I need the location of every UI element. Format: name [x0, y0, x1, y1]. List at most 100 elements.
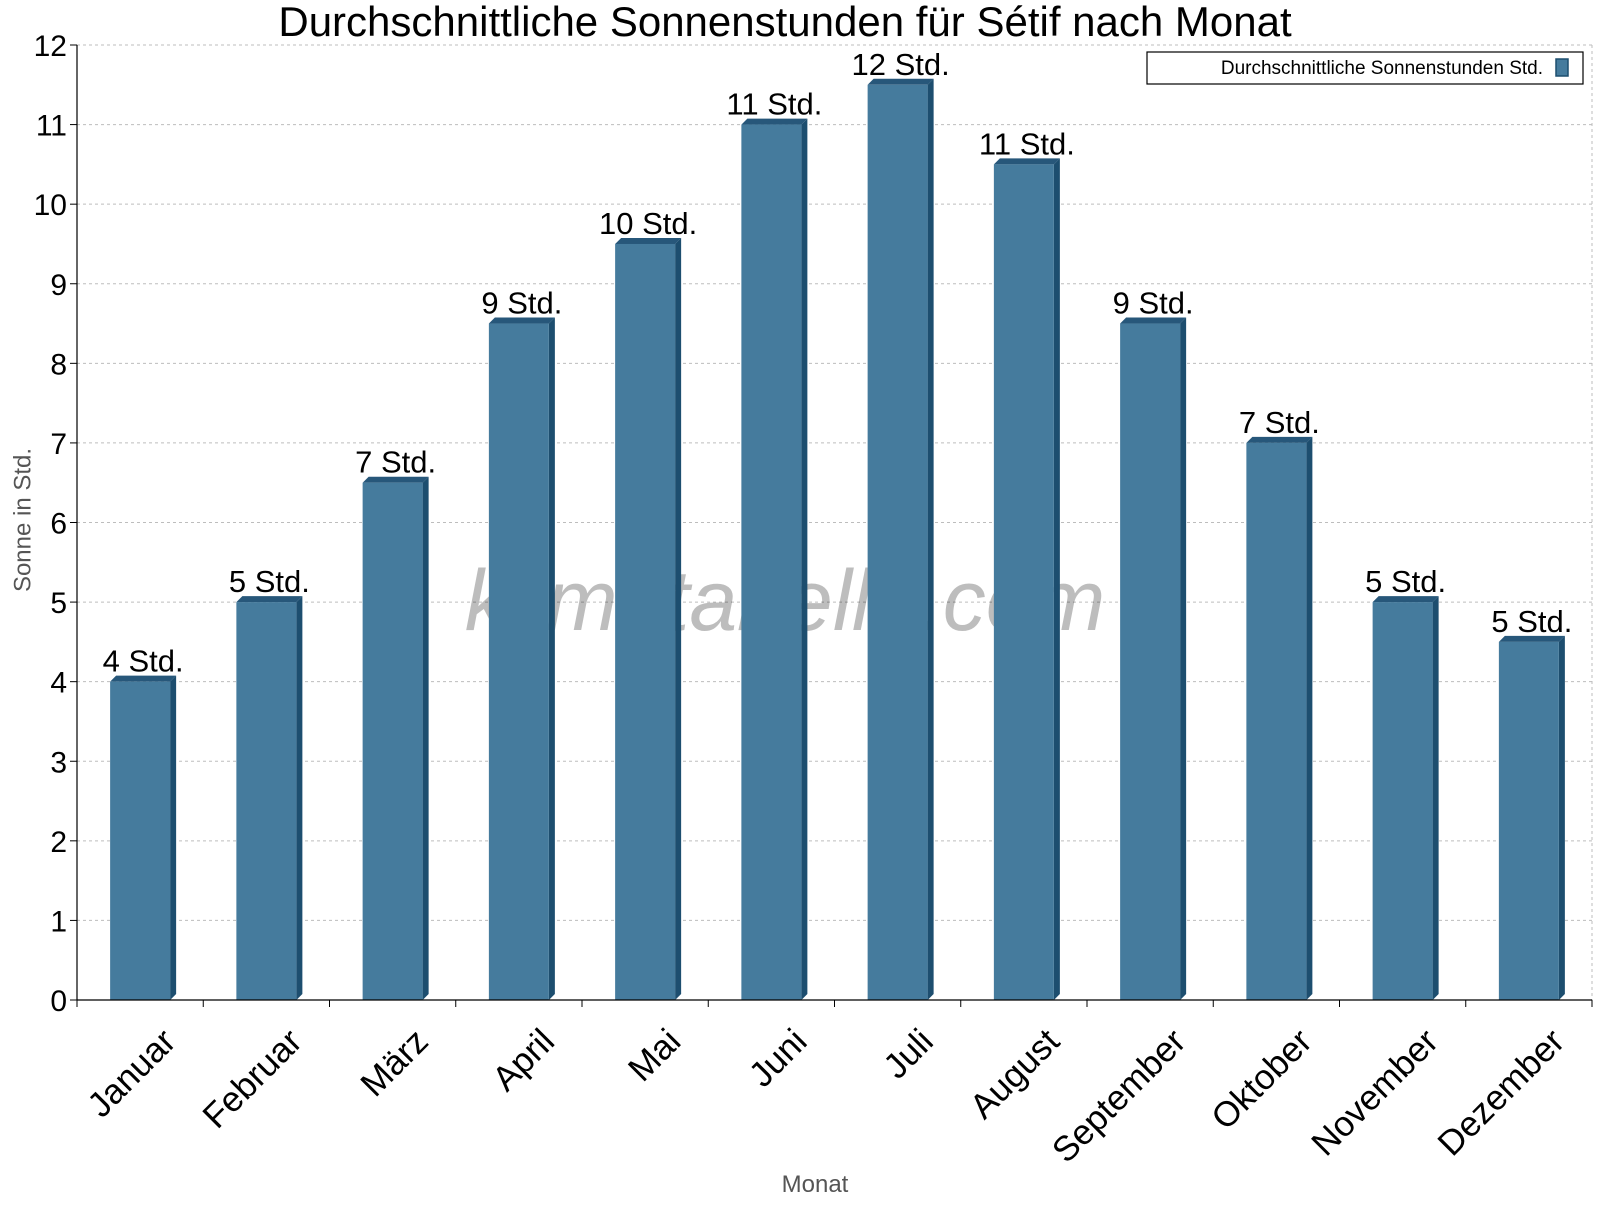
bar-top	[488, 317, 555, 324]
bar-märz	[362, 476, 429, 1000]
y-tick-label: 8	[50, 348, 67, 381]
y-tick-label: 4	[50, 667, 67, 700]
bar-dezember	[1498, 635, 1565, 1000]
x-axis-label: Monat	[782, 1171, 849, 1198]
y-tick-label: 5	[50, 587, 67, 620]
x-tick-label: März	[353, 1022, 436, 1105]
bar-top	[741, 118, 808, 125]
bar-front	[741, 124, 802, 1001]
x-tick-label: Dezember	[1430, 1021, 1572, 1163]
x-tick-label: Juli	[876, 1022, 941, 1087]
data-label: 5 Std.	[1365, 564, 1446, 599]
bar-februar	[236, 596, 303, 1000]
y-tick-label: 0	[50, 985, 67, 1018]
bar-front	[867, 84, 928, 1000]
bar-august	[993, 158, 1060, 1000]
data-label: 5 Std.	[229, 564, 310, 599]
y-tick-label: 9	[50, 269, 67, 302]
bar-juni	[741, 118, 808, 1001]
bar-juli	[867, 78, 934, 1000]
bar-top	[1120, 317, 1187, 324]
data-label: 11 Std.	[726, 87, 822, 122]
y-tick-label: 6	[50, 508, 67, 541]
x-tick-label: April	[485, 1022, 562, 1099]
data-label: 11 Std.	[979, 126, 1075, 161]
x-tick-label: Mai	[621, 1022, 688, 1089]
x-tick-label: Januar	[80, 1021, 183, 1124]
axes	[70, 44, 1593, 1007]
bar-side	[1432, 596, 1439, 1000]
bar-top	[110, 675, 177, 682]
bar-side	[927, 78, 934, 1000]
bar-side	[1558, 635, 1565, 1000]
bar-oktober	[1246, 436, 1313, 1001]
data-label: 4 Std.	[103, 644, 184, 679]
data-labels: 4 Std. 5 Std. 7 Std. 9 Std. 10 Std. 11 Std. 12…	[103, 47, 1573, 679]
bar-front	[362, 482, 423, 1000]
legend-label: Durchschnittliche Sonnenstunden Std.	[1221, 58, 1543, 79]
grid-lines	[77, 44, 1593, 1000]
x-tick-label: Februar	[195, 1021, 309, 1135]
data-label: 10 Std.	[599, 206, 697, 241]
x-tick-label: Oktober	[1204, 1021, 1320, 1137]
bar-side	[422, 476, 429, 1000]
bar-front	[488, 323, 549, 1001]
bar-front	[236, 602, 297, 1000]
y-tick-label: 7	[50, 428, 67, 461]
bar-top	[1246, 436, 1313, 443]
x-tick-label: August	[962, 1021, 1067, 1126]
legend-box	[1146, 51, 1584, 85]
bar-mai	[615, 237, 682, 1001]
bar-front	[1246, 442, 1307, 1001]
bar-top	[615, 237, 682, 244]
legend-swatch	[1555, 58, 1569, 77]
x-tick-label: Juni	[742, 1022, 815, 1095]
bar-januar	[110, 675, 177, 1000]
chart-title: Durchschnittliche Sonnenstunden für Séti…	[278, 0, 1292, 45]
bar-side	[675, 237, 682, 1001]
bar-top	[236, 596, 303, 603]
bar-front	[1372, 602, 1433, 1000]
data-label: 12 Std.	[852, 47, 950, 82]
bar-april	[488, 317, 555, 1001]
x-tick-label: November	[1304, 1021, 1446, 1163]
y-axis-label: Sonne in Std.	[9, 448, 36, 592]
legend: Durchschnittliche Sonnenstunden Std.	[1146, 51, 1584, 85]
data-label: 7 Std.	[355, 445, 436, 480]
bar-top	[1372, 596, 1439, 603]
bar-top	[993, 158, 1060, 165]
y-tick-label: 2	[50, 826, 67, 859]
data-label: 9 Std.	[1113, 286, 1194, 321]
bar-top	[362, 476, 429, 483]
x-tick-label: September	[1045, 1021, 1194, 1170]
bar-side	[801, 118, 808, 1001]
bar-side	[1180, 317, 1187, 1001]
y-tick-label: 1	[50, 905, 67, 938]
bar-side	[1053, 158, 1060, 1000]
data-label: 5 Std.	[1491, 604, 1572, 639]
bar-front	[993, 164, 1054, 1000]
bar-front	[1120, 323, 1181, 1001]
y-tick-label: 10	[34, 189, 67, 222]
bars	[110, 78, 1565, 1001]
bar-november	[1372, 596, 1439, 1000]
y-tick-label: 11	[36, 110, 67, 143]
bar-september	[1120, 317, 1187, 1001]
bar-side	[296, 596, 303, 1000]
bar-side	[170, 675, 177, 1000]
x-tick-labels: Januar Februar März April Mai Juni Juli AugustS…	[80, 1021, 1572, 1170]
bar-front	[1498, 641, 1559, 1000]
bar-top	[867, 78, 934, 85]
data-label: 7 Std.	[1239, 405, 1320, 440]
y-tick-label: 12	[34, 30, 67, 63]
bar-side	[1306, 436, 1313, 1001]
bar-side	[548, 317, 555, 1001]
bar-front	[110, 681, 171, 1000]
y-tick-label: 3	[50, 746, 67, 779]
bar-top	[1498, 635, 1565, 642]
data-label: 9 Std.	[481, 286, 562, 321]
bar-front	[615, 243, 676, 1001]
